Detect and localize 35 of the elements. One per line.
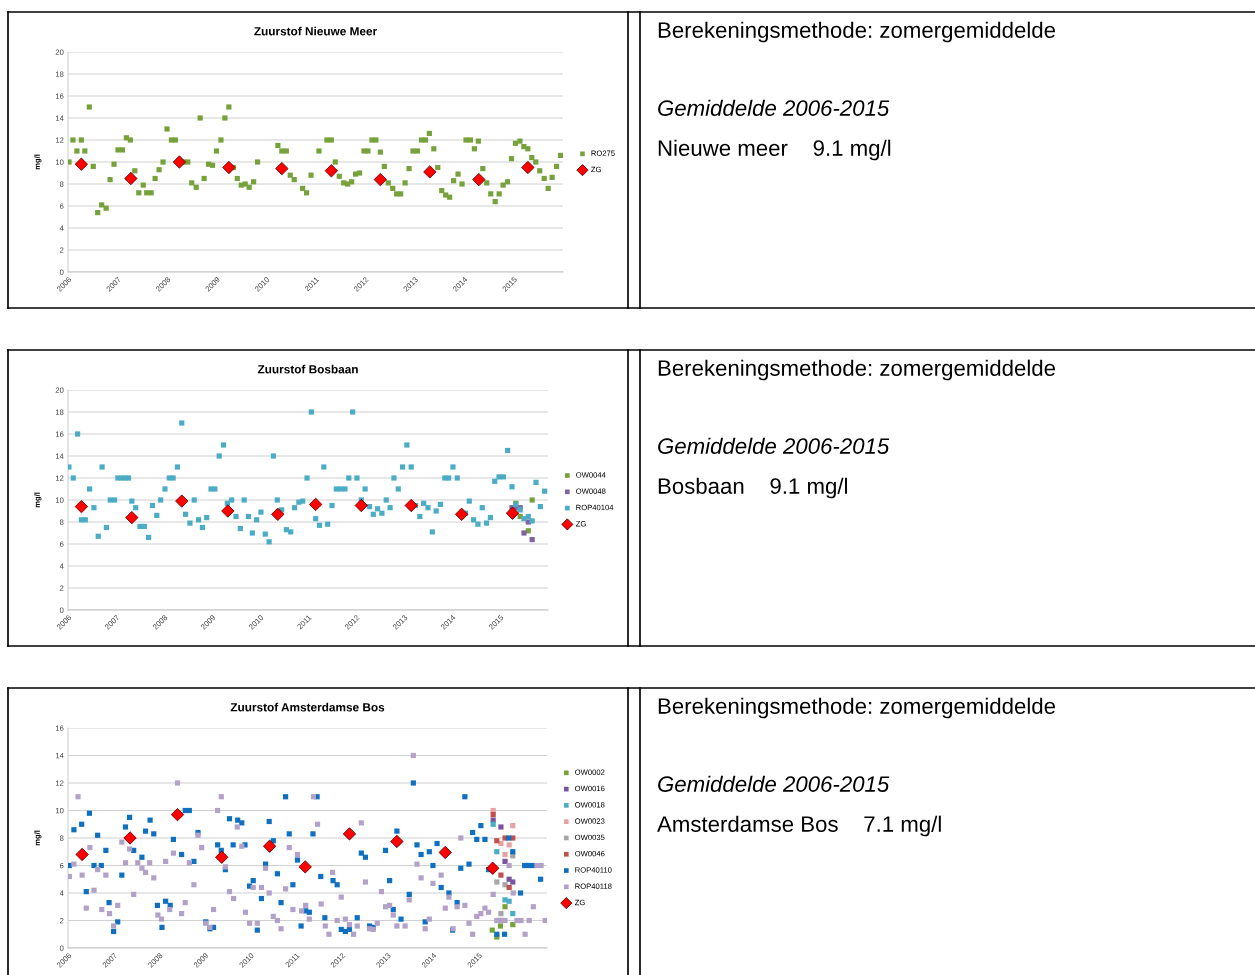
text: Gemiddelde 2006-2015 [658,775,890,792]
text: Nieuwe meer 9.1 mg/l [658,139,891,161]
point [510,823,516,829]
chart-title: Zuurstof Amsterdamse Bos [230,702,385,712]
point [497,923,504,929]
point [529,537,535,543]
point [506,842,512,848]
text: Berekeningsmethode: zomergemiddelde [658,21,1056,43]
point [510,911,516,917]
text: Amsterdamse Bos 7.1 mg/l [657,815,941,837]
point [502,904,508,910]
point [506,884,512,891]
point [510,879,516,885]
point [494,838,500,844]
text: Gemiddelde 2006-2015 [658,437,890,454]
point [498,824,504,830]
text: Bosbaan 9.1 mg/l [658,477,847,499]
point [498,872,504,878]
point [502,858,508,864]
point [490,812,496,818]
point [502,851,508,858]
text: Gemiddelde 2006-2015 [658,99,890,116]
point [529,497,535,503]
point [506,898,512,904]
point [502,882,508,888]
text: Berekeningsmethode: zomergemiddelde [658,359,1056,381]
point [490,821,496,827]
point [498,911,504,917]
point [521,530,527,536]
point [494,879,500,885]
text: Berekeningsmethode: zomergemiddelde [658,697,1056,719]
point [498,840,504,847]
chart-title: Zuurstof Nieuwe Meer [254,26,377,36]
point [494,849,500,855]
chart-title: Zuurstof Bosbaan [257,364,358,374]
